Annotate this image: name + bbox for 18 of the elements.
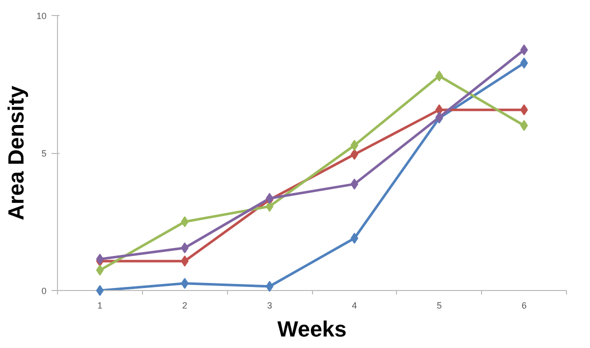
x-axis-title: Weeks xyxy=(277,316,347,342)
x-tick-label: 4 xyxy=(352,300,357,310)
x-tick-label: 3 xyxy=(267,300,272,310)
y-tick-label: 10 xyxy=(36,11,47,21)
point xyxy=(180,256,189,267)
point xyxy=(180,216,189,228)
point xyxy=(435,70,444,82)
x-tick-label: 1 xyxy=(97,300,102,310)
x-tick-label: 5 xyxy=(436,300,442,310)
y-tick-label: 5 xyxy=(41,148,47,158)
point xyxy=(180,278,189,289)
x-tick-label: 6 xyxy=(522,300,527,310)
point xyxy=(180,242,189,254)
y-tick-label: 0 xyxy=(41,286,47,296)
point xyxy=(520,120,528,131)
point xyxy=(96,285,104,296)
x-tick-label: 2 xyxy=(182,300,188,310)
y-axis-title: Area Density xyxy=(3,84,28,220)
